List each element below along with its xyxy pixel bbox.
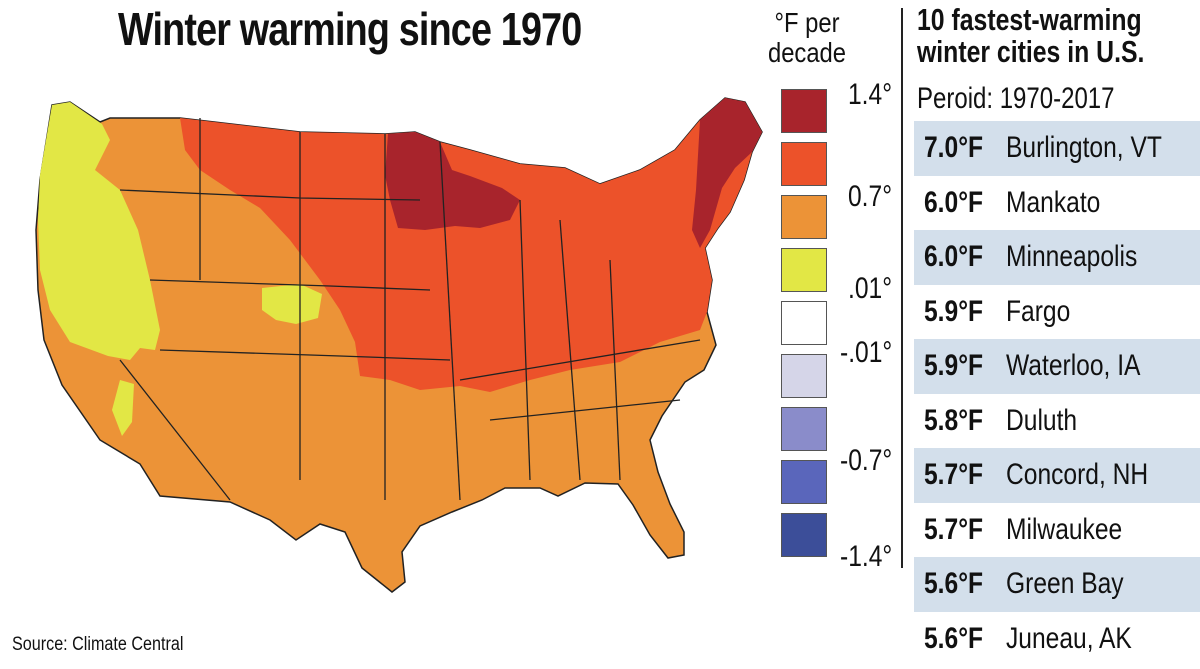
city-value: 5.8°F [924, 403, 984, 437]
list-item: 7.0°F Burlington, VT [914, 121, 1200, 176]
legend-swatch [781, 195, 827, 239]
list-item: 5.8°F Duluth [914, 394, 1200, 449]
divider [901, 8, 903, 568]
map-region-darkred-newengland [692, 98, 762, 248]
panel-period: Peroid: 1970-2017 [917, 82, 1115, 115]
legend-swatch [781, 89, 827, 133]
legend-swatch [781, 248, 827, 292]
city-name: Fargo [1006, 294, 1071, 328]
legend-label-max: 1.4° [848, 78, 893, 111]
city-value: 5.7°F [924, 512, 984, 546]
legend-swatch [781, 354, 827, 398]
legend-swatch [781, 142, 827, 186]
list-item: 5.6°F Juneau, AK [914, 612, 1200, 667]
city-name: Milwaukee [1006, 512, 1123, 546]
legend-title: °F per decade [765, 8, 850, 68]
legend-label-min: -1.4° [840, 540, 893, 573]
map-region-yellow-colorado [262, 284, 322, 324]
legend-title-line1: °F per [774, 7, 840, 38]
list-item: 5.7°F Concord, NH [914, 448, 1200, 503]
legend-label-pos-min: .01° [848, 272, 893, 305]
city-list: 7.0°F Burlington, VT 6.0°F Mankato 6.0°F Mi… [914, 121, 1200, 666]
legend-label-neg-min: -.01° [840, 336, 893, 369]
city-name: Mankato [1006, 185, 1101, 219]
legend-swatches [781, 89, 829, 566]
city-name: Minneapolis [1006, 240, 1138, 274]
city-name: Juneau, AK [1006, 621, 1132, 655]
legend-swatch [781, 513, 827, 557]
list-item: 5.9°F Waterloo, IA [914, 339, 1200, 394]
legend-swatch [781, 301, 827, 345]
legend-label-mid: 0.7° [848, 180, 893, 213]
list-item: 5.9°F Fargo [914, 285, 1200, 340]
source-note: Source: Climate Central [12, 634, 184, 655]
city-value: 5.9°F [924, 349, 984, 383]
legend-title-line2: decade [767, 37, 847, 68]
list-item: 5.6°F Green Bay [914, 557, 1200, 612]
city-name: Concord, NH [1006, 458, 1149, 492]
map-region-darkred-midwest [385, 132, 520, 230]
list-item: 6.0°F Mankato [914, 176, 1200, 231]
us-map-svg [35, 97, 763, 593]
panel-title-line2: winter cities in U.S. [917, 34, 1145, 69]
city-name: Burlington, VT [1006, 131, 1162, 165]
legend-swatch [781, 407, 827, 451]
list-item: 6.0°F Minneapolis [914, 230, 1200, 285]
city-name: Duluth [1006, 403, 1078, 437]
panel-title: 10 fastest-warming winter cities in U.S. [917, 2, 1145, 69]
legend-label-neg-mid: -0.7° [840, 444, 893, 477]
us-map [0, 80, 780, 620]
city-name: Green Bay [1006, 567, 1124, 601]
state-borders [119, 118, 701, 501]
map-region-yellow-west [38, 102, 160, 360]
legend-swatch [781, 460, 827, 504]
map-region-yellow-yuma [112, 380, 134, 436]
panel-title-line1: 10 fastest-warming [917, 2, 1142, 37]
city-value: 5.6°F [924, 621, 984, 655]
city-name: Waterloo, IA [1006, 349, 1141, 383]
map-region-red [180, 98, 762, 392]
list-item: 5.7°F Milwaukee [914, 503, 1200, 558]
map-title: Winter warming since 1970 [118, 3, 582, 55]
city-value: 5.7°F [924, 458, 984, 492]
city-value: 6.0°F [924, 185, 984, 219]
city-value: 5.6°F [924, 567, 984, 601]
city-value: 6.0°F [924, 240, 984, 274]
city-value: 5.9°F [924, 294, 984, 328]
city-value: 7.0°F [924, 131, 984, 165]
